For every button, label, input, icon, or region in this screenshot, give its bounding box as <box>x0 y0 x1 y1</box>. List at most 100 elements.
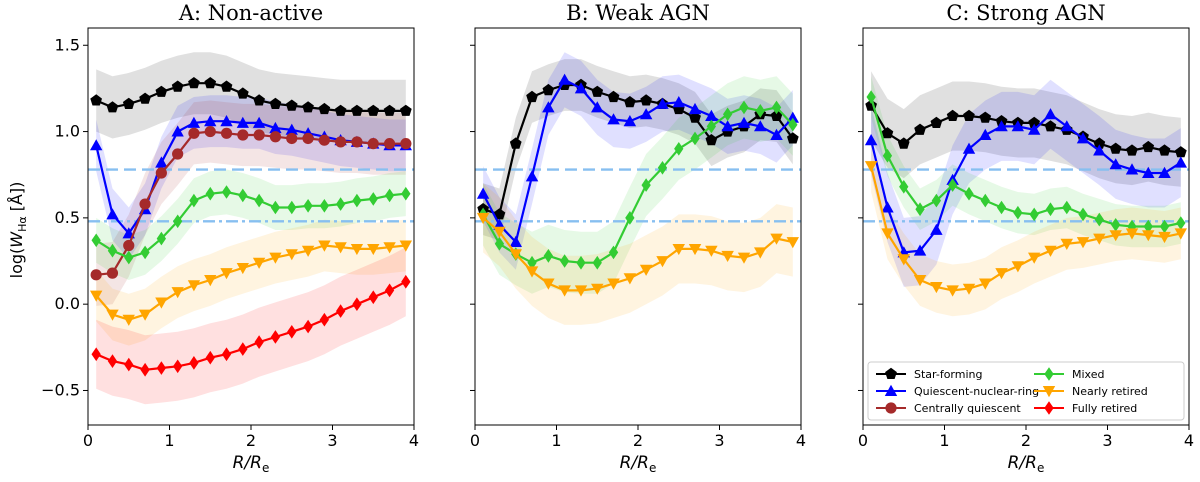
point-centrally-quiescent <box>188 127 200 139</box>
x-tick-label: 3 <box>714 431 724 450</box>
point-mixed <box>899 180 909 194</box>
point-nearly-retired <box>897 254 910 266</box>
point-nearly-retired <box>770 233 783 245</box>
point-quiescent-nuclear-ring <box>672 96 685 108</box>
point-fully-retired <box>205 350 215 365</box>
band-fully-retired <box>96 247 406 405</box>
point-mixed <box>401 186 411 201</box>
point-quiescent-nuclear-ring <box>252 116 266 128</box>
point-nearly-retired <box>1076 237 1090 249</box>
point-nearly-retired <box>1044 245 1057 257</box>
point-quiescent-nuclear-ring <box>705 109 718 121</box>
point-centrally-quiescent <box>367 138 379 150</box>
point-mixed <box>156 231 166 246</box>
point-star-forming <box>1126 144 1138 156</box>
point-nearly-retired <box>252 257 266 269</box>
point-quiescent-nuclear-ring <box>269 121 282 134</box>
point-nearly-retired <box>171 287 184 299</box>
point-mixed <box>1159 219 1170 234</box>
point-nearly-retired <box>1011 261 1024 273</box>
point-star-forming <box>106 101 119 113</box>
point-quiescent-nuclear-ring <box>476 187 490 199</box>
x-tick-label: 1 <box>164 431 174 450</box>
point-quiescent-nuclear-ring <box>1142 166 1155 178</box>
point-nearly-retired <box>864 161 878 173</box>
legend-label-star-forming: Star-forming <box>914 368 982 381</box>
point-quiescent-nuclear-ring <box>236 116 249 128</box>
point-star-forming <box>383 104 396 116</box>
point-nearly-retired <box>979 278 992 290</box>
point-quiescent-nuclear-ring <box>737 116 751 128</box>
point-centrally-quiescent <box>204 125 216 138</box>
point-star-forming <box>930 116 943 128</box>
point-mixed <box>124 250 134 265</box>
point-nearly-retired <box>204 275 217 287</box>
point-nearly-retired <box>220 268 233 280</box>
point-nearly-retired <box>558 285 571 297</box>
point-quiescent-nuclear-ring <box>509 235 522 247</box>
x-tick-label: 3 <box>1102 431 1112 450</box>
point-quiescent-nuclear-ring <box>1044 108 1057 120</box>
point-star-forming <box>1175 146 1187 158</box>
y-tick-label: −0.5 <box>41 380 80 399</box>
point-star-forming <box>897 137 910 149</box>
x-axis-label: R/Re <box>1008 453 1045 475</box>
point-centrally-quiescent <box>90 269 102 281</box>
point-centrally-quiescent <box>237 129 249 141</box>
point-nearly-retired <box>786 237 799 249</box>
point-nearly-retired <box>236 263 249 275</box>
point-nearly-retired <box>1060 238 1073 250</box>
point-quiescent-nuclear-ring <box>639 108 653 120</box>
point-quiescent-nuclear-ring <box>574 82 588 94</box>
point-star-forming <box>607 90 620 103</box>
point-nearly-retired <box>721 250 734 262</box>
point-mixed <box>706 119 716 134</box>
plot-area <box>863 71 1189 317</box>
point-nearly-retired <box>90 290 103 302</box>
band-star-forming <box>483 59 793 241</box>
point-quiescent-nuclear-ring <box>90 139 103 151</box>
legend-label-quiescent-nuclear-ring: Quiescent-nuclear-ring <box>914 385 1039 398</box>
point-mixed <box>625 211 635 225</box>
point-mixed <box>723 107 733 122</box>
point-fully-retired <box>401 274 411 289</box>
point-nearly-retired <box>639 264 653 276</box>
point-mixed <box>1176 216 1186 230</box>
x-tick-label: 3 <box>327 431 337 450</box>
legend-marker-nearly-retired <box>1042 386 1056 398</box>
band-quiescent-nuclear-ring <box>483 52 793 270</box>
point-quiescent-nuclear-ring <box>979 128 992 140</box>
point-mixed <box>948 178 958 192</box>
point-mixed <box>1062 200 1072 215</box>
point-star-forming <box>253 94 265 106</box>
x-tick-label: 0 <box>470 431 480 450</box>
point-centrally-quiescent <box>335 136 347 148</box>
point-quiescent-nuclear-ring <box>656 97 669 109</box>
x-tick-label: 0 <box>858 431 868 450</box>
legend-label-nearly-retired: Nearly retired <box>1072 385 1148 398</box>
band-mixed <box>871 76 1181 248</box>
point-mixed <box>205 186 215 201</box>
point-mixed <box>352 193 362 208</box>
point-nearly-retired <box>285 249 298 261</box>
point-fully-retired <box>287 325 297 339</box>
point-quiescent-nuclear-ring <box>591 101 604 113</box>
x-tick-label: 0 <box>83 431 93 450</box>
point-nearly-retired <box>334 242 347 254</box>
point-mixed <box>771 100 782 115</box>
point-mixed <box>1143 219 1153 234</box>
point-quiescent-nuclear-ring <box>770 128 783 140</box>
y-tick-label: 1.0 <box>55 122 80 141</box>
point-fully-retired <box>91 347 101 362</box>
point-mixed <box>287 200 297 215</box>
point-nearly-retired <box>493 226 506 238</box>
point-nearly-retired <box>688 244 702 256</box>
point-nearly-retired <box>525 266 539 278</box>
point-mixed <box>608 245 619 260</box>
y-tick-label: 0.5 <box>55 208 80 227</box>
point-quiescent-nuclear-ring <box>171 125 184 137</box>
point-nearly-retired <box>913 275 927 287</box>
legend-marker-star-forming <box>885 367 897 379</box>
point-mixed <box>221 185 232 199</box>
point-star-forming <box>302 101 314 113</box>
